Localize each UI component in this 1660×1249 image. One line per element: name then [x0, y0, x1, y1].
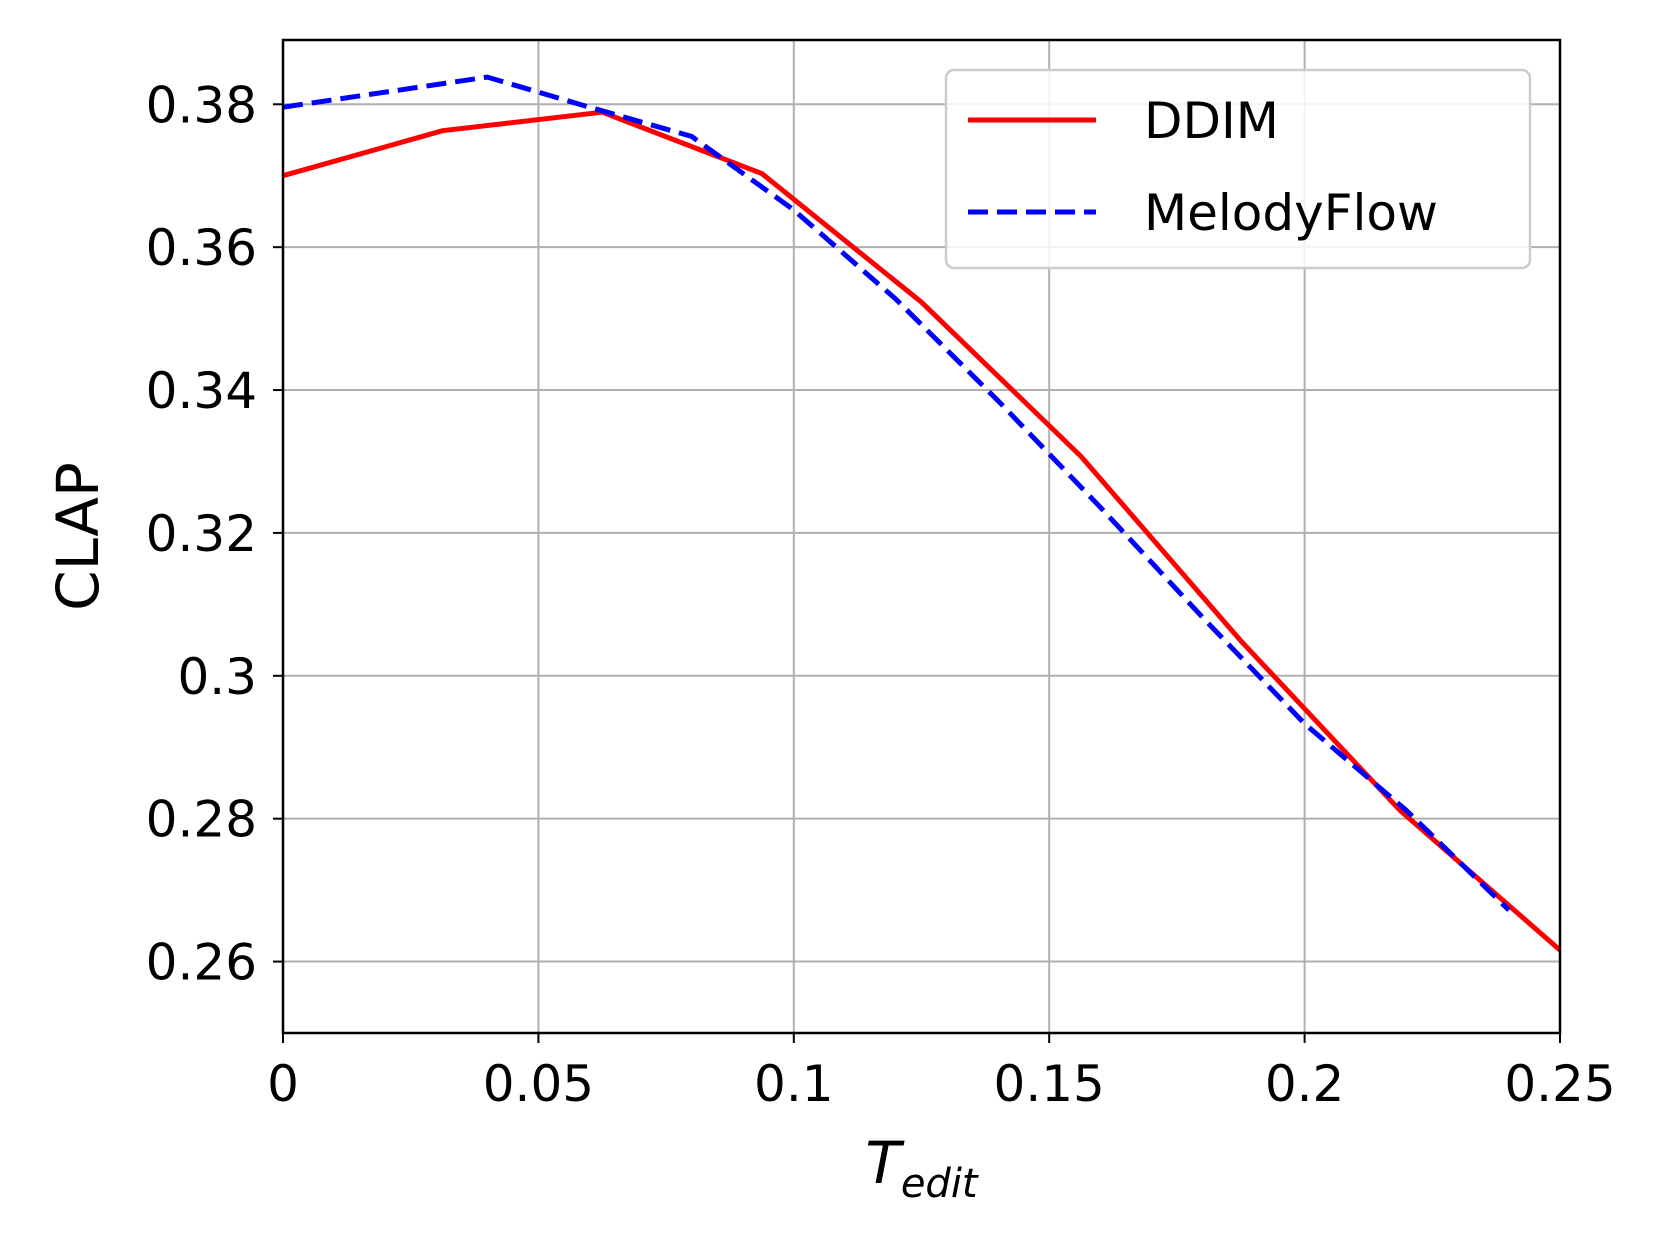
y-tick-label: 0.34: [146, 362, 257, 420]
y-tick-label: 0.32: [146, 505, 257, 563]
axis-ticks: 0 0.05 0.1 0.15 0.2 0.25 0.26 0.28 0.3 0.32 0.34 0.…: [146, 76, 1616, 1113]
y-tick-label: 0.36: [146, 219, 257, 277]
x-axis-label-main: T: [865, 1129, 905, 1197]
x-tick-label: 0: [267, 1055, 299, 1113]
plot-area-frame: [281, 38, 1562, 1035]
series-line-ddim: [282, 109, 1562, 952]
x-axis-label-subscript: edit: [901, 1161, 979, 1207]
y-tick-label: 0.28: [146, 791, 257, 849]
legend: DDIM MelodyFlow: [944, 68, 1532, 270]
x-tick-label: 0.15: [994, 1055, 1105, 1113]
legend-entries: DDIM MelodyFlow: [968, 92, 1438, 242]
x-tick-label: 0.25: [1504, 1055, 1615, 1113]
y-tick-label: 0.26: [146, 934, 257, 992]
x-tick-label: 0.1: [754, 1055, 834, 1113]
x-tick-label: 0.05: [483, 1055, 594, 1113]
x-tick-label: 0.2: [1265, 1055, 1345, 1113]
series-group: [282, 74, 1562, 952]
y-tick-label: 0.3: [177, 648, 257, 706]
x-axis-label: Tedit: [865, 1129, 979, 1207]
y-axis-label: CLAP: [44, 462, 112, 611]
legend-label-melodyflow: MelodyFlow: [1144, 184, 1438, 242]
legend-label-ddim: DDIM: [1144, 92, 1279, 150]
series-line-melodyflow: [282, 74, 1511, 912]
y-tick-label: 0.38: [146, 76, 257, 134]
